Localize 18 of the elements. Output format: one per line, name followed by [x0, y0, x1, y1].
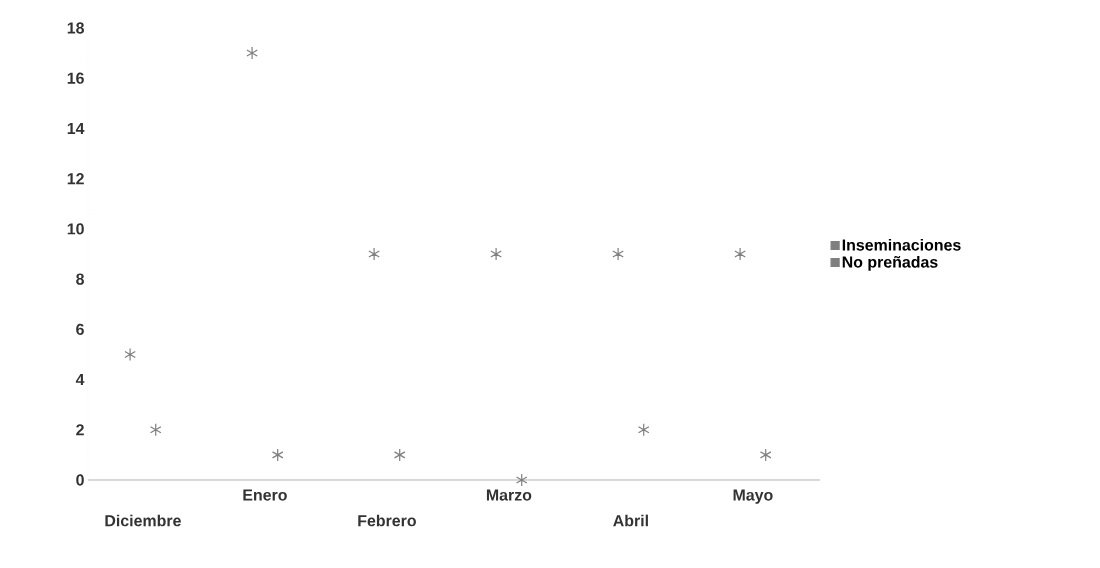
legend-label: No preñadas	[842, 255, 938, 271]
y-tick-label: 0	[76, 474, 84, 486]
y-tick-label: 2	[76, 424, 84, 436]
y-tick-label: 14	[67, 122, 85, 134]
y-tick-label: 4	[75, 374, 85, 386]
x-tick-label: Abril	[613, 514, 648, 527]
y-tick-label: 18	[67, 22, 84, 34]
x-tick-label: Febrero	[358, 514, 416, 527]
y-tick-label: 8	[76, 273, 84, 285]
x-tick-label: Enero	[243, 489, 287, 501]
y-tick-label: 6	[76, 323, 84, 335]
y-tick-label: 10	[67, 223, 84, 235]
x-tick-label: Diciembre	[105, 514, 181, 527]
y-tick-label: 16	[67, 72, 84, 84]
y-tick-label: 12	[67, 173, 84, 185]
x-tick-label: Marzo	[486, 489, 532, 501]
legend-label: Inseminaciones	[842, 238, 961, 251]
x-tick-label: Mayo	[733, 489, 773, 504]
